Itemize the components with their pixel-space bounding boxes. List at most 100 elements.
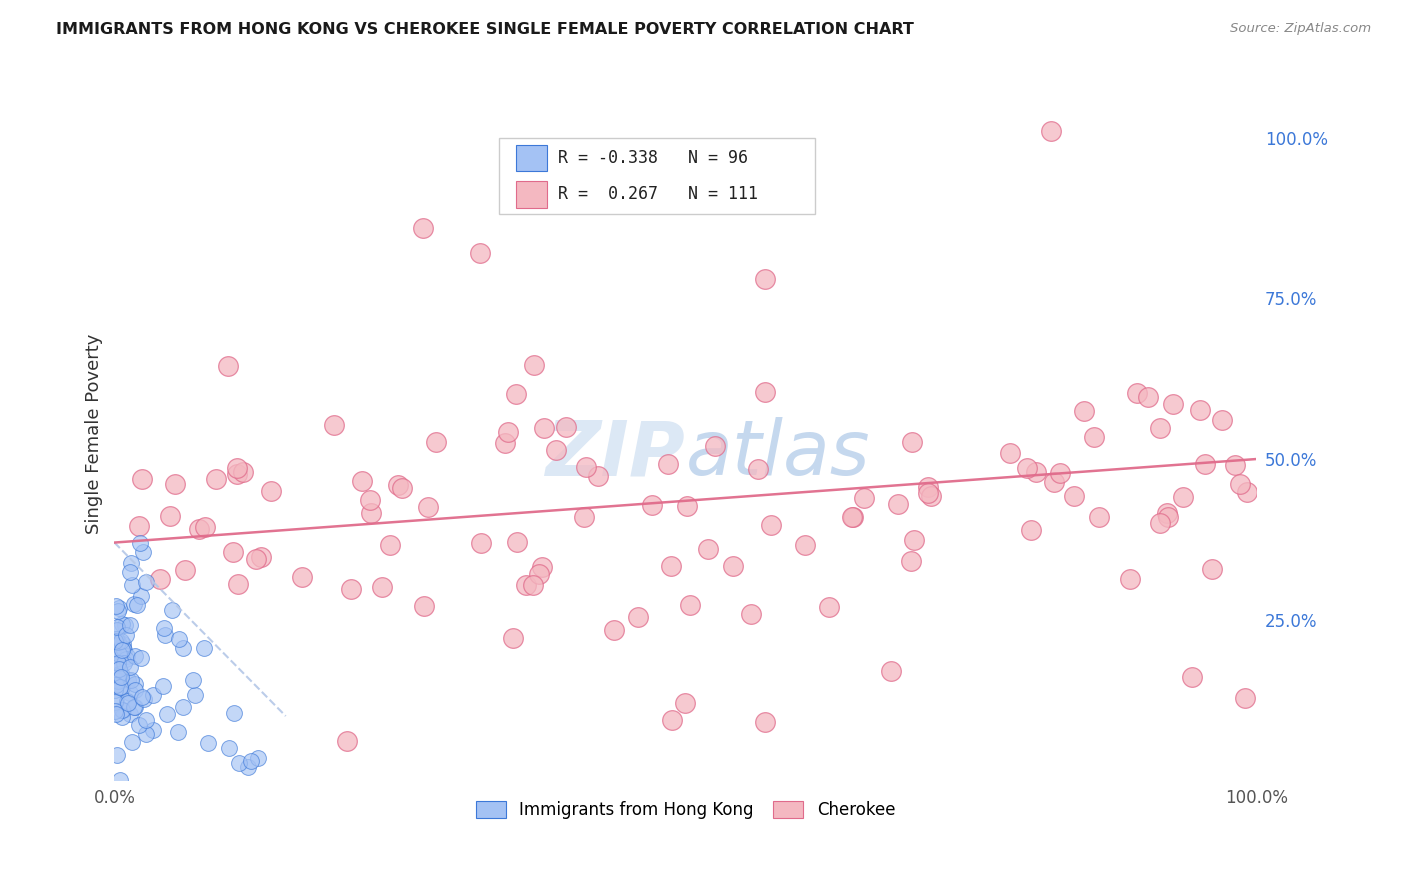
Point <box>174 563 197 577</box>
Point <box>853 491 876 505</box>
Point <box>142 688 165 702</box>
Point <box>132 545 155 559</box>
Point <box>505 387 527 401</box>
Point <box>194 520 217 534</box>
Point <box>120 673 142 687</box>
Point <box>108 601 131 615</box>
Point <box>502 631 524 645</box>
Point <box>108 663 131 677</box>
Point <box>124 677 146 691</box>
Point <box>759 518 782 533</box>
Point <box>111 710 134 724</box>
Point <box>350 474 373 488</box>
Point <box>112 642 135 657</box>
Point <box>515 578 537 592</box>
Point <box>522 577 544 591</box>
Point <box>135 714 157 728</box>
Point <box>105 748 128 763</box>
Point <box>1173 490 1195 504</box>
Point <box>1156 506 1178 520</box>
Point <box>336 734 359 748</box>
Point <box>533 421 555 435</box>
Point <box>127 598 149 612</box>
Point <box>111 680 134 694</box>
Point <box>120 618 142 632</box>
Point <box>131 690 153 705</box>
Point <box>675 499 697 513</box>
Point <box>135 727 157 741</box>
Point <box>107 656 129 670</box>
Point <box>115 628 138 642</box>
Point <box>1019 523 1042 537</box>
Point <box>124 699 146 714</box>
Point <box>1188 403 1211 417</box>
Point <box>112 702 135 716</box>
Point <box>360 506 382 520</box>
Point <box>222 544 245 558</box>
Point <box>1000 446 1022 460</box>
Point <box>425 435 447 450</box>
Point <box>1157 509 1180 524</box>
Point <box>184 688 207 702</box>
Point <box>1087 510 1109 524</box>
Point <box>162 603 184 617</box>
Point <box>115 652 138 666</box>
Point <box>572 509 595 524</box>
Point <box>232 466 254 480</box>
Point <box>124 682 146 697</box>
Point <box>112 637 135 651</box>
Point <box>530 559 553 574</box>
Point <box>135 575 157 590</box>
Point <box>205 472 228 486</box>
Point <box>129 589 152 603</box>
Point <box>380 537 402 551</box>
Point <box>155 628 177 642</box>
Point <box>246 751 269 765</box>
Point <box>249 550 271 565</box>
Point <box>1149 516 1171 530</box>
Point <box>1025 465 1047 479</box>
Point <box>159 508 181 523</box>
Point <box>236 760 259 774</box>
Point <box>181 673 204 687</box>
Point <box>107 673 129 687</box>
Point <box>794 538 817 552</box>
Text: R =  0.267   N = 111: R = 0.267 N = 111 <box>558 186 758 203</box>
Point <box>1149 421 1171 435</box>
Point <box>240 754 263 768</box>
Point <box>115 648 138 663</box>
Point <box>104 694 127 708</box>
Point <box>218 741 240 756</box>
Point <box>107 669 129 683</box>
Point <box>1039 124 1062 138</box>
Point <box>128 519 150 533</box>
Point <box>754 384 776 399</box>
Point <box>1073 404 1095 418</box>
Point <box>554 419 576 434</box>
Point <box>104 633 127 648</box>
Point <box>107 674 129 689</box>
Point <box>131 472 153 486</box>
Point <box>118 706 141 721</box>
Point <box>679 598 702 612</box>
Point <box>117 673 139 687</box>
Point <box>108 773 131 788</box>
Point <box>602 623 624 637</box>
Point <box>124 648 146 663</box>
Point <box>391 481 413 495</box>
Point <box>575 459 598 474</box>
Point <box>121 734 143 748</box>
Point <box>704 439 727 453</box>
Point <box>104 683 127 698</box>
Point <box>120 660 142 674</box>
Point <box>468 246 491 260</box>
Point <box>110 670 132 684</box>
Point <box>917 485 939 500</box>
Point <box>413 599 436 613</box>
Point <box>120 686 142 700</box>
Point <box>111 640 134 655</box>
Point <box>120 556 142 570</box>
Point <box>217 359 239 373</box>
Point <box>105 623 128 637</box>
Point <box>387 477 409 491</box>
